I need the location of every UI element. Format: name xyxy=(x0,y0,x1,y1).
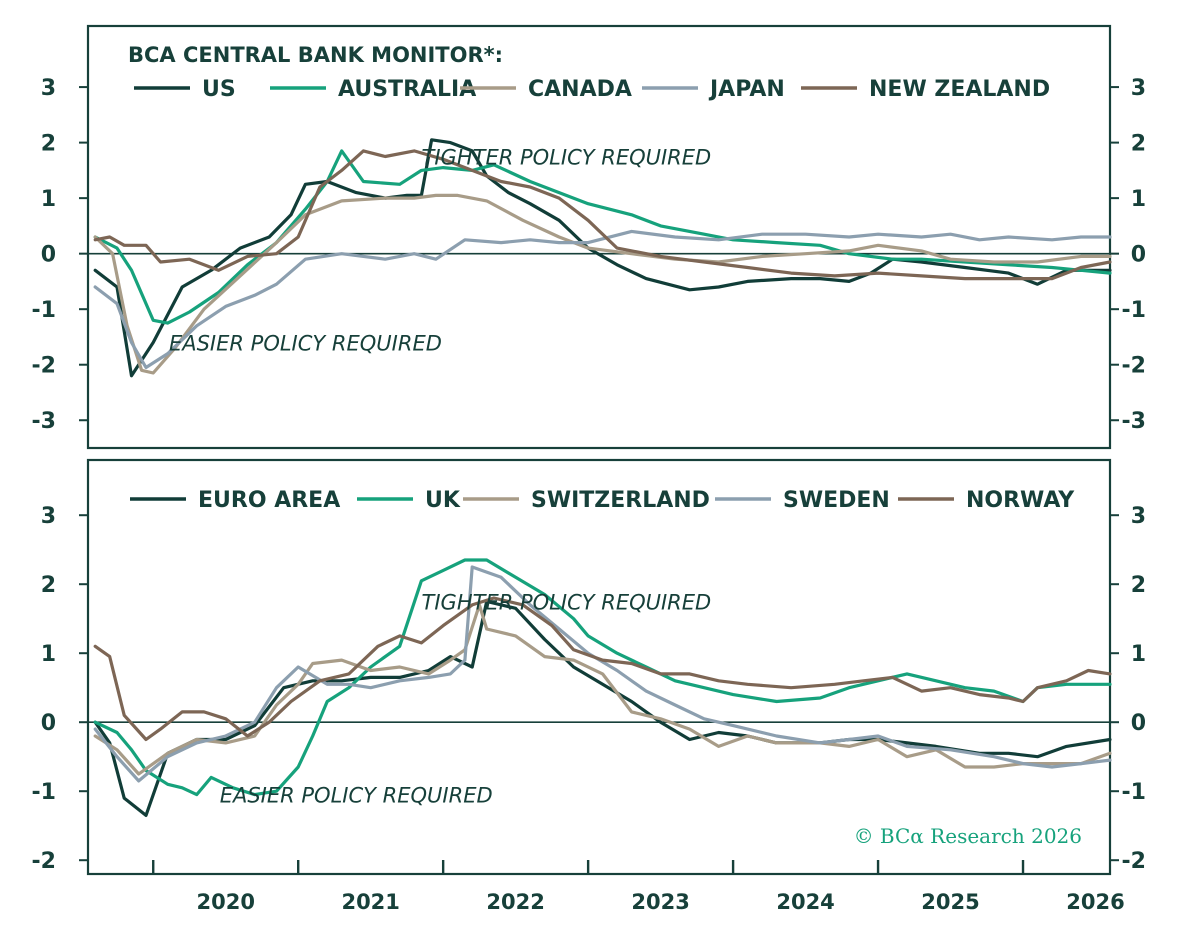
y-tick-label-right: 0 xyxy=(1131,243,1146,268)
bottom-panel: -2 -2 -1 -1 0 0 1 1 2 2 3 3 EURO AREA UK SWITZERLAND S… xyxy=(32,458,1146,914)
x-tick-label: 2025 xyxy=(921,890,979,914)
legend-label: EURO AREA xyxy=(198,488,340,513)
bottom-panel-series xyxy=(93,558,1112,817)
legend-label: SWEDEN xyxy=(783,488,890,513)
y-tick-label-right: 1 xyxy=(1131,187,1146,212)
annotation-text: TIGHTER POLICY REQUIRED xyxy=(422,145,712,169)
series-line-uk xyxy=(93,558,1112,797)
y-tick-label-left: 2 xyxy=(41,132,56,157)
credit-text: © BCα Research 2026 xyxy=(854,824,1082,848)
y-tick-label-right: -3 xyxy=(1122,409,1146,434)
bottom-panel-frame xyxy=(86,458,1112,876)
y-tick-label-left: 1 xyxy=(41,642,56,667)
top-panel-series xyxy=(93,138,1112,378)
legend-label: UK xyxy=(425,488,461,513)
x-tick-label: 2022 xyxy=(486,890,544,914)
top-panel: -3 -3 -2 -2 -1 -1 0 0 1 1 2 2 3 3 BCA CENTRAL BANK MO… xyxy=(32,24,1146,450)
legend-label: AUSTRALIA xyxy=(338,77,476,102)
y-tick-label-left: 0 xyxy=(41,711,56,736)
series-line-new-zealand xyxy=(93,149,1112,281)
bottom-panel-y-axis: -2 -2 -1 -1 0 0 1 1 2 2 3 3 xyxy=(32,504,1146,874)
series-line-sweden xyxy=(93,565,1112,783)
y-tick-label-right: 1 xyxy=(1131,642,1146,667)
y-tick-label-right: 3 xyxy=(1131,76,1146,101)
y-tick-label-left: 3 xyxy=(41,76,56,101)
y-tick-label-right: -2 xyxy=(1122,849,1146,874)
y-tick-label-right: 2 xyxy=(1131,132,1146,157)
y-tick-label-left: 2 xyxy=(41,573,56,598)
y-tick-label-right: -1 xyxy=(1122,298,1146,323)
y-tick-label-right: -1 xyxy=(1122,780,1146,805)
annotation-text: TIGHTER POLICY REQUIRED xyxy=(422,590,712,614)
series-line-euro-area xyxy=(93,599,1112,817)
y-tick-label-left: 1 xyxy=(41,187,56,212)
x-tick-label: 2020 xyxy=(196,890,254,914)
y-tick-label-left: -2 xyxy=(32,354,56,379)
x-axis: 2020 2021 2022 2023 2024 2025 2026 xyxy=(152,860,1125,914)
legend-label: NORWAY xyxy=(966,488,1075,513)
top-panel-annotations: TIGHTER POLICY REQUIRED EASIER POLICY REQ… xyxy=(169,145,711,355)
y-tick-label-right: 2 xyxy=(1131,573,1146,598)
legend-label: JAPAN xyxy=(708,77,785,102)
x-tick-label: 2024 xyxy=(776,890,834,914)
y-tick-label-right: -2 xyxy=(1122,354,1146,379)
y-tick-label-left: 3 xyxy=(41,504,56,529)
series-line-japan xyxy=(93,229,1112,370)
legend-label: US xyxy=(202,77,236,102)
y-tick-label-left: 0 xyxy=(41,243,56,268)
legend-label: SWITZERLAND xyxy=(531,488,710,513)
y-tick-label-left: -1 xyxy=(32,298,56,323)
y-tick-label-left: -3 xyxy=(32,409,56,434)
x-tick-label: 2026 xyxy=(1066,890,1124,914)
series-line-us xyxy=(93,138,1112,378)
y-tick-label-left: -2 xyxy=(32,849,56,874)
y-tick-label-right: 0 xyxy=(1131,711,1146,736)
x-tick-label: 2023 xyxy=(631,890,689,914)
legend-label: NEW ZEALAND xyxy=(869,77,1050,102)
top-panel-y-axis: -3 -3 -2 -2 -1 -1 0 0 1 1 2 2 3 3 xyxy=(32,76,1146,434)
bottom-panel-annotations: TIGHTER POLICY REQUIRED EASIER POLICY REQ… xyxy=(220,590,712,807)
top-panel-legend: US AUSTRALIA CANADA JAPAN NEW ZEALAND xyxy=(134,77,1050,102)
series-line-australia xyxy=(93,149,1112,325)
x-tick-label: 2021 xyxy=(341,890,399,914)
y-tick-label-right: 3 xyxy=(1131,504,1146,529)
bottom-panel-legend: EURO AREA UK SWITZERLAND SWEDEN NORWAY xyxy=(130,488,1075,513)
annotation-text: EASIER POLICY REQUIRED xyxy=(220,784,493,808)
chart-title: BCA CENTRAL BANK MONITOR*: xyxy=(128,43,503,67)
series-line-norway xyxy=(93,596,1112,742)
annotation-text: EASIER POLICY REQUIRED xyxy=(169,332,442,356)
legend-label: CANADA xyxy=(528,77,632,102)
y-tick-label-left: -1 xyxy=(32,780,56,805)
